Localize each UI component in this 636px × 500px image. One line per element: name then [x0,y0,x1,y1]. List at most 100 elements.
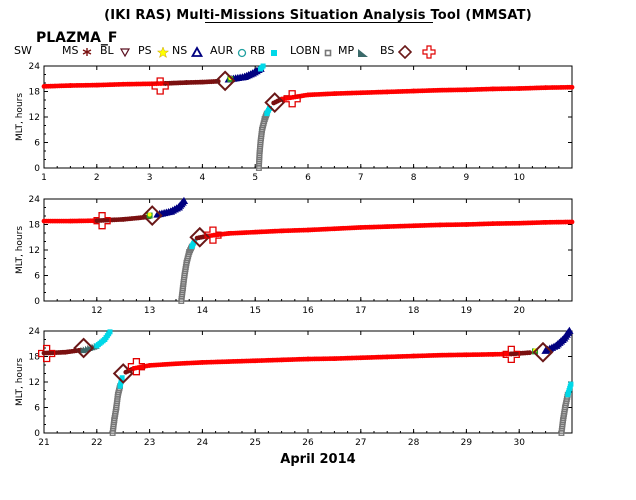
title-underline [205,22,433,23]
magnetopause-marker [73,337,95,359]
magnetopause-marker [189,226,211,248]
chart-panel-2: 0 6 12 18 24 12 13 14 15 16 17 18 19 20 MLT, hours [15,195,575,316]
legend-label: AUR [210,44,234,57]
x-tick-label: 25 [249,438,260,448]
chart-title: (IKI RAS) Multi-Missions Situation Analy… [104,8,532,23]
bow-shock-marker [502,345,520,364]
series-lobn [558,391,571,436]
x-tick-label: 26 [302,438,314,448]
bow-shock-marker [93,212,111,230]
wedge-icon [358,49,368,57]
bow-shock-marker [283,90,301,108]
bow-shock-marker [151,77,169,95]
x-tick-label: 23 [144,438,155,448]
legend-item: BS [380,44,412,59]
legend-item: SW [14,44,32,57]
data-point [107,329,113,335]
y-tick-label: 6 [34,404,40,414]
legend-label: LOBN [290,44,321,57]
y-tick-label: 24 [29,62,41,72]
bow-shock-marker [204,226,222,244]
series-ms [508,350,533,357]
y-tick-label: 18 [29,88,41,98]
legend-label: PS [138,44,152,57]
chart-panel-3: 0 6 12 18 24 21 22 23 24 25 26 27 28 29 30 MLT, hours [15,326,574,448]
legend-item: PS [138,44,170,59]
y-tick-label: 0 [34,297,40,307]
x-tick-label: 2 [94,173,100,183]
series-ms [94,214,153,224]
legend-label: NS [172,44,188,57]
x-tick-label: 4 [200,173,206,183]
x-tick-label: 30 [513,438,525,448]
data-point [179,196,189,205]
x-tick-label: 6 [305,173,311,183]
bow-shock-marker [37,344,56,363]
magnetopause-marker [214,70,236,92]
x-tick-label: 16 [302,306,314,316]
legend-item: AUR [210,44,247,58]
data-point [565,326,574,334]
data-point [569,84,575,90]
series-sw [131,351,514,371]
x-tick-label: 20 [513,306,525,316]
x-tick-label: 17 [355,306,366,316]
cross-icon [422,45,436,59]
triangle-up-icon [190,46,204,57]
series-ms [163,78,221,86]
series-aur [257,63,266,72]
star-icon [156,46,170,59]
bow-shock-marker [127,358,146,376]
mission-label: PLAZMA_F [36,30,118,46]
series-sw [41,81,168,89]
legend-label: MP [338,44,355,57]
data-point [569,219,575,225]
ps-marker [147,212,152,217]
legend-item: MS [62,44,92,57]
data-point [568,381,574,387]
x-tick-label: 24 [197,438,209,448]
x-tick-label: 15 [249,306,260,316]
asterisk-icon [82,48,92,56]
magnetopause-marker [141,205,163,226]
y-tick-label: 12 [29,246,40,256]
y-axis-title: MLT, hours [15,93,25,141]
y-tick-label: 12 [29,113,40,123]
legend-label: BL [100,44,114,57]
x-tick-label: 12 [91,306,102,316]
series-lobn [178,243,195,304]
y-tick-label: 0 [34,164,40,174]
x-tick-label: 1 [41,173,47,183]
x-tick-label: 22 [91,438,102,448]
legend-item: LOBN [290,44,332,57]
series-aur [565,381,574,398]
y-axis-title: MLT, hours [15,358,25,406]
data-point [266,106,272,111]
series-lobn [109,383,123,436]
legend-label: BS [380,44,395,57]
legend-item: NS [172,44,204,57]
legend-label: MS [62,44,79,57]
title-wrap: (IKI RAS) Multi-Missions Situation Analy… [0,4,636,23]
x-tick-label: 3 [147,173,153,183]
magnetopause-marker [112,363,134,384]
legend-label: RB [250,44,266,57]
square-icon [271,50,277,56]
triangle-down-icon [119,48,131,58]
y-tick-label: 0 [34,429,40,439]
x-tick-label: 27 [355,438,366,448]
series-ns [541,326,574,354]
x-tick-label: 13 [144,306,155,316]
series-sw [205,219,575,239]
diamond-icon [398,45,412,59]
magnetopause-marker [264,92,286,113]
y-axis-title: MLT, hours [15,226,25,274]
circle-icon [237,48,247,58]
x-tick-label: 10 [513,173,525,183]
y-tick-label: 6 [34,139,40,149]
y-tick-label: 18 [29,353,41,363]
legend-item: MP [338,44,368,57]
x-tick-label: 14 [197,306,209,316]
x-tick-label: 19 [461,306,473,316]
